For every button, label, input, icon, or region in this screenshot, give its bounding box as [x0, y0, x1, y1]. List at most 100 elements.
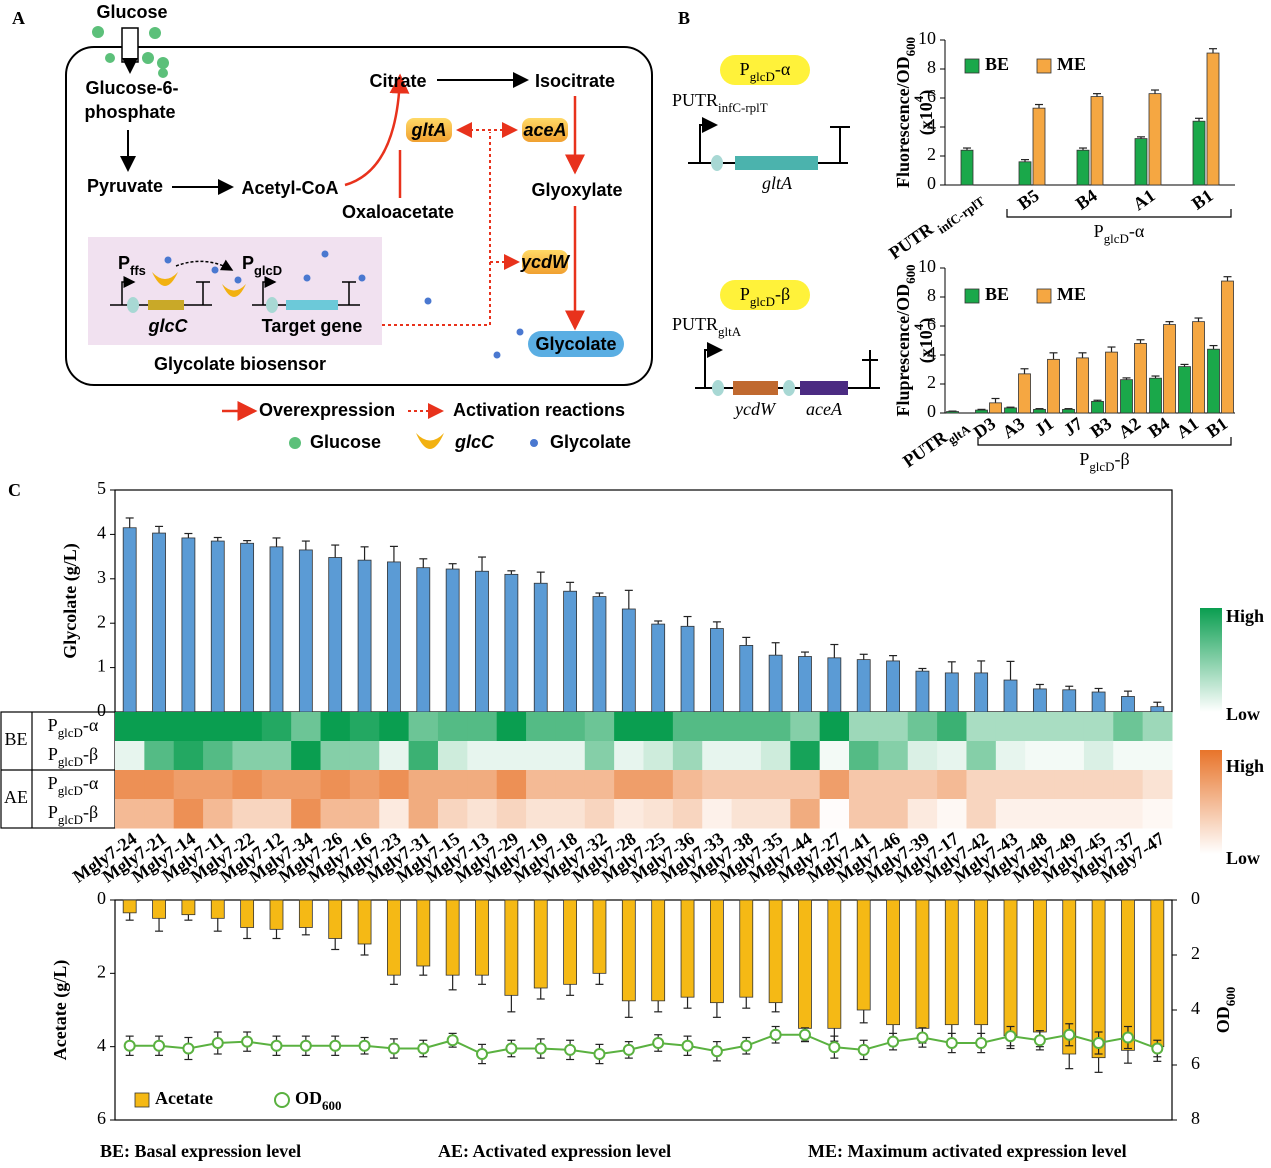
- heatmap-row-label: PglcD-β: [48, 802, 98, 827]
- heatmap-cell: [584, 799, 615, 829]
- x-tick-label: B1: [1188, 185, 1217, 213]
- label: PUTRgltA: [672, 314, 742, 339]
- label: Glycolate: [535, 334, 616, 354]
- heatmap-cell: [702, 770, 733, 800]
- heatmap-cell: [467, 712, 498, 742]
- color-scale: [1200, 750, 1222, 854]
- bar: [1032, 899, 1047, 1033]
- point: [798, 1028, 811, 1041]
- heatmap-cell: [173, 741, 204, 771]
- text-part: P: [48, 744, 58, 764]
- bar: [886, 899, 900, 1026]
- heatmap-cell: [1113, 770, 1144, 800]
- heatmap-cell: [232, 741, 263, 771]
- bar: [1163, 324, 1176, 414]
- x-tick-label: B4: [1144, 413, 1173, 441]
- heatmap-cell: [731, 712, 762, 742]
- x-tick-label: B5: [1014, 185, 1043, 213]
- text-part: 600: [1223, 987, 1238, 1006]
- heatmap-cell: [760, 799, 791, 829]
- bar: [1091, 400, 1104, 414]
- bar: [827, 657, 842, 713]
- point: [358, 1039, 371, 1052]
- heatmap-cell: [614, 741, 644, 771]
- heatmap-cell: [467, 770, 498, 800]
- heatmap-cell: [555, 712, 586, 742]
- text-part: (x10: [916, 330, 937, 363]
- y-tick-label: 4: [927, 343, 936, 363]
- heatmap-row-label: PglcD-β: [48, 744, 98, 769]
- heatmap-cell: [907, 770, 938, 800]
- point: [622, 1043, 635, 1056]
- heatmap-cell: [496, 712, 527, 742]
- heatmap-cell: [320, 741, 351, 771]
- x-tick-label: B3: [1086, 413, 1115, 441]
- heatmap-cell: [115, 770, 145, 800]
- text-part: P: [48, 715, 58, 735]
- legend-icon: [416, 433, 444, 449]
- bar: [445, 899, 460, 976]
- heatmap-cell: [173, 799, 204, 829]
- point: [857, 1043, 870, 1056]
- bar: [533, 582, 548, 713]
- bar: [944, 899, 959, 1026]
- promoter-pill: [720, 55, 810, 85]
- bar: [387, 561, 401, 713]
- bar: [269, 546, 284, 713]
- glcc-icon: [152, 272, 178, 286]
- bar: [1120, 379, 1133, 414]
- heatmap-group-label: BE: [4, 729, 27, 749]
- legend-icon: [530, 439, 538, 447]
- point: [1004, 1030, 1017, 1043]
- point: [1121, 1031, 1134, 1044]
- y-tick-label: 6: [97, 1108, 106, 1128]
- bar: [181, 537, 196, 713]
- text-part: P: [118, 253, 130, 273]
- text-part: glcD: [254, 263, 282, 278]
- point: [769, 1028, 782, 1041]
- point: [329, 1039, 342, 1052]
- heatmap-cell: [643, 770, 674, 800]
- label: Pffs: [118, 253, 146, 278]
- bar: [974, 899, 989, 1026]
- legend-swatch: [1036, 58, 1052, 74]
- heatmap-cell: [1054, 799, 1085, 829]
- heatmap-cell: [672, 712, 703, 742]
- text-part: PUTR: [672, 90, 718, 110]
- heatmap-row-label: PglcD-α: [48, 715, 99, 740]
- text-part: -α: [83, 773, 99, 793]
- heatmap-cell: [261, 712, 292, 742]
- heatmap-cell: [408, 770, 439, 800]
- footnote: BE: Basal expression level: [100, 1141, 301, 1161]
- bar: [739, 645, 754, 713]
- heatmap-cell: [203, 770, 233, 800]
- heatmap-cell: [144, 741, 175, 771]
- text-part: glcD: [58, 812, 83, 827]
- label: Glucose-6-: [85, 78, 178, 98]
- text-part: P: [1079, 449, 1089, 469]
- label: gltA: [762, 173, 793, 193]
- bar: [152, 899, 166, 919]
- heatmap-cell: [819, 741, 850, 771]
- heatmap-cell: [496, 799, 527, 829]
- bar: [416, 567, 431, 713]
- heatmap-cell: [408, 712, 439, 742]
- heatmap-cell: [526, 741, 556, 771]
- gene: [286, 300, 338, 310]
- bar: [1221, 280, 1234, 414]
- heatmap-cell: [437, 799, 468, 829]
- glcc-icon: [222, 284, 246, 297]
- bar: [1192, 120, 1206, 186]
- bar: [856, 899, 871, 1011]
- heatmap-cell: [672, 741, 703, 771]
- color-scale: [1200, 608, 1222, 712]
- y-tick-label: 4: [97, 1035, 106, 1055]
- bar: [533, 899, 548, 989]
- bar: [445, 568, 460, 713]
- y-tick-label: 6: [927, 314, 936, 334]
- label: Pyruvate: [87, 176, 163, 196]
- point: [1151, 1042, 1164, 1055]
- heatmap-cell: [1025, 741, 1056, 771]
- heatmap-cell: [379, 770, 410, 800]
